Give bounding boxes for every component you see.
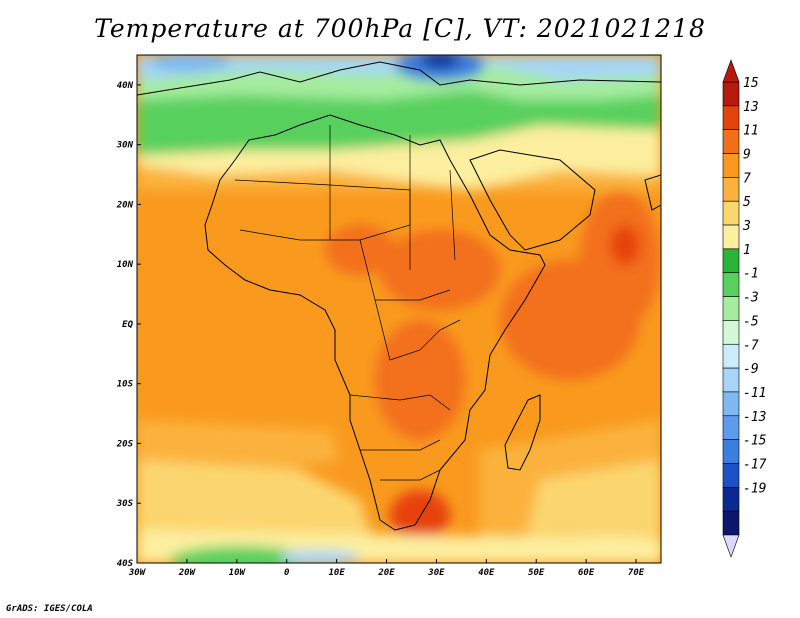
colorbar-swatch [722, 248, 740, 274]
colorbar-label: -11 [743, 386, 766, 401]
lat-tick-label: 30S [116, 499, 134, 509]
lat-tick-label: 40S [117, 559, 134, 569]
colorbar-label: -17 [743, 457, 767, 472]
cold-core-west [150, 55, 230, 72]
lon-tick-label: 10E [328, 568, 345, 578]
lat-tick-label: EQ [122, 320, 133, 330]
hot-region-sudan [380, 230, 500, 310]
colorbar-label: -5 [743, 314, 759, 329]
lon-tick-label: 30E [427, 568, 445, 578]
country-borders [234, 125, 461, 481]
colorbar-swatch [722, 224, 740, 250]
colorbar-label: 3 [742, 219, 751, 234]
colorbar-swatch [722, 487, 740, 512]
lon-tick-label: 0 [284, 568, 290, 578]
colorbar-swatch [722, 320, 740, 345]
lat-tick-label: 20S [116, 439, 134, 449]
lon-tick-label: 10W [229, 568, 247, 578]
colorbar-label: 7 [743, 171, 751, 186]
colorbar-swatch [722, 81, 740, 107]
lon-axis: 30W 20W 10W 0 10E 20E 30E 40E 50E 60E 70E [128, 559, 645, 578]
colorbar-bottom-arrow [722, 534, 740, 558]
colorbar-swatch [722, 272, 740, 297]
colorbar-label: 13 [743, 100, 759, 115]
europe-coastline [137, 61, 661, 96]
lon-tick-label: 50E [528, 568, 545, 578]
colorbar-label: -9 [743, 362, 759, 377]
colorbar-label: 1 [743, 243, 751, 258]
colorbar-label: -15 [743, 434, 767, 449]
map-frame [136, 54, 662, 564]
hot-region-east-africa-coast [500, 260, 640, 380]
colorbar-swatch [722, 510, 740, 536]
colorbar-swatch [722, 129, 740, 154]
lon-tick-label: 20W [178, 568, 197, 578]
madagascar-coastline [504, 394, 541, 471]
arabia-coastline [469, 149, 596, 251]
colorbar-swatch [722, 391, 740, 417]
colorbar-swatch [722, 463, 740, 488]
colorbar-label: 9 [743, 148, 751, 163]
coastlines [137, 61, 661, 531]
india-coastline [644, 174, 661, 211]
lat-tick-label: 20N [116, 200, 134, 210]
grads-credit: GrADS: IGES/COLA [6, 604, 93, 614]
colorbar-label: 5 [743, 195, 751, 210]
lon-tick-label: 20E [377, 568, 395, 578]
colorbar-top-arrow [722, 59, 740, 83]
colorbar-label: -1 [743, 267, 759, 282]
colorbar-swatch [722, 439, 740, 464]
colorbar-label: -7 [743, 338, 759, 353]
colorbar-swatch [722, 177, 740, 202]
colorbar-swatch [722, 367, 740, 393]
lat-tick-label: 30N [116, 141, 134, 151]
lat-tick-label: 10S [117, 380, 134, 390]
temperature-field [137, 55, 661, 563]
south-belt-7-west [137, 420, 340, 470]
colorbar-swatch [722, 296, 740, 321]
lon-tick-label: 30W [128, 568, 147, 578]
colorbar: 15 13 11 9 7 5 3 1 -1 -3 -5 -7 -9 -11 -13 -15 -17 -19 [722, 59, 767, 558]
colorbar-swatch [722, 105, 740, 130]
hot-region-south-africa [390, 490, 450, 540]
colorbar-swatch [722, 200, 740, 226]
lat-tick-label: 40N [117, 81, 134, 91]
hot-region-central-africa [375, 320, 465, 440]
lon-tick-label: 60E [578, 568, 595, 578]
lon-tick-label: 70E [628, 568, 645, 578]
hot-region-chad [325, 225, 395, 275]
lat-axis: 40S 30S 20S 10S EQ 10N 20N 30N 40N [116, 81, 141, 569]
colorbar-label: -3 [743, 291, 759, 306]
colorbar-swatch [722, 343, 740, 369]
colorbar-swatch [722, 153, 740, 178]
hot-core-arabian-sea [610, 225, 640, 265]
colorbar-label: 11 [743, 124, 759, 139]
lon-tick-label: 40E [478, 568, 495, 578]
cold-core-inner [420, 55, 460, 68]
colorbar-label: -19 [743, 481, 766, 496]
colorbar-label: -13 [743, 410, 766, 425]
south-cool-patch-3 [555, 536, 661, 560]
south-cool-patch-2 [280, 550, 360, 563]
chart-title: Temperature at 700hPa [C], VT: 202102121… [94, 14, 706, 43]
colorbar-swatch [722, 415, 740, 440]
south-cool-patch-1 [170, 546, 310, 563]
colorbar-label: 15 [743, 76, 759, 91]
africa-coastline [204, 114, 546, 531]
lat-tick-label: 10N [117, 260, 134, 270]
